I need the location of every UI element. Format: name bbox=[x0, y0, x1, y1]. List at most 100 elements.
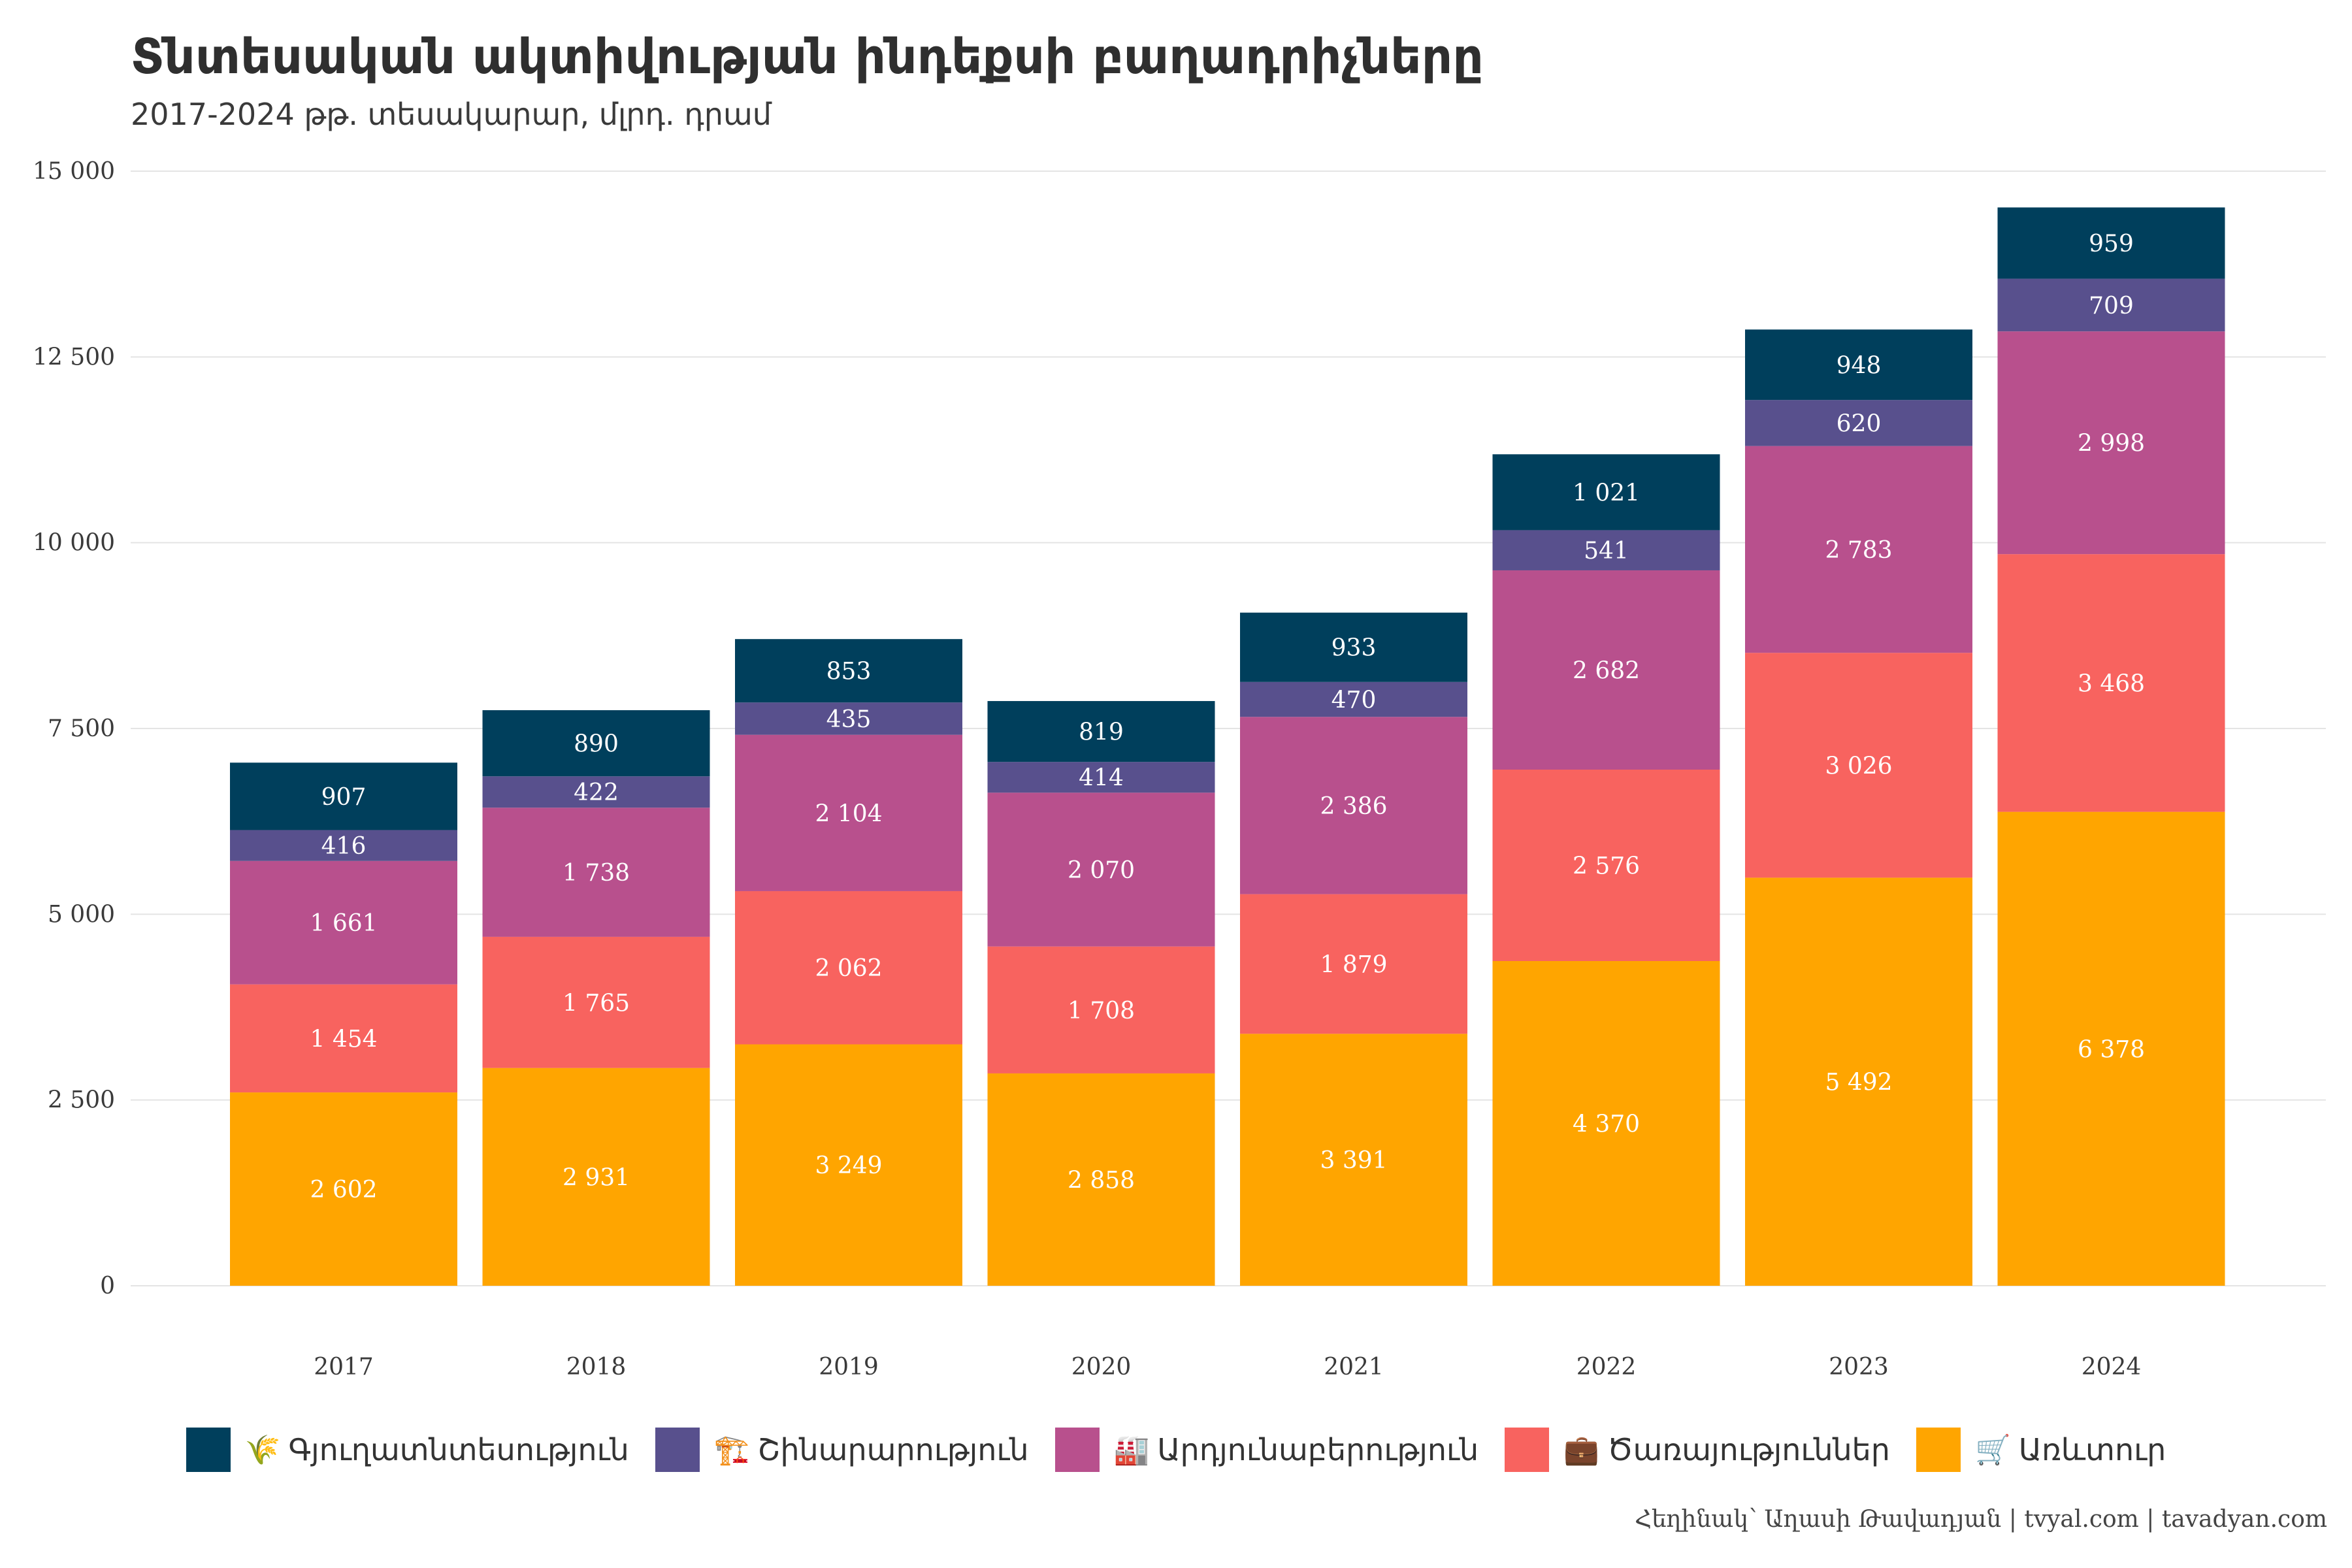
y-tick-label: 12 500 bbox=[33, 344, 115, 370]
bar-segment bbox=[1492, 454, 1720, 531]
data-label: 1 454 bbox=[310, 1026, 377, 1053]
bar-segment bbox=[1745, 446, 1972, 653]
bar-segment bbox=[1492, 530, 1720, 570]
bar-segment bbox=[1745, 329, 1972, 400]
data-label: 3 391 bbox=[1320, 1147, 1387, 1174]
data-label: 6 378 bbox=[2078, 1036, 2145, 1063]
data-label: 2 783 bbox=[1825, 537, 1892, 564]
legend-swatch bbox=[186, 1428, 231, 1472]
gridlines bbox=[131, 171, 2326, 1286]
data-label: 1 021 bbox=[1573, 480, 1640, 506]
legend: 🌾 Գյուղատնտեսություն 🏗️ Շինարարություն 🏭 Արդյ… bbox=[0, 1428, 2352, 1472]
data-label: 541 bbox=[1584, 538, 1629, 564]
briefcase-icon: 💼 bbox=[1563, 1433, 1599, 1467]
bar-segment bbox=[987, 762, 1215, 793]
data-label: 414 bbox=[1079, 765, 1124, 792]
y-tick-label: 15 000 bbox=[33, 158, 115, 185]
x-tick-label: 2019 bbox=[819, 1354, 879, 1380]
bar-segment bbox=[1745, 653, 1972, 878]
data-label: 2 682 bbox=[1573, 657, 1640, 684]
legend-item: 🏗️ Շինարարություն bbox=[655, 1428, 1029, 1472]
legend-label: Արդյունաբերություն bbox=[1157, 1432, 1479, 1467]
legend-item: 🌾 Գյուղատնտեսություն bbox=[186, 1428, 629, 1472]
bar-segment bbox=[482, 1068, 710, 1286]
data-label: 2 070 bbox=[1068, 857, 1135, 884]
data-label: 890 bbox=[574, 731, 619, 758]
bar-segment bbox=[987, 946, 1215, 1073]
data-label: 709 bbox=[2089, 293, 2134, 319]
bar-segment bbox=[1240, 681, 1467, 717]
bar-segment bbox=[1997, 278, 2225, 332]
bar-segment bbox=[482, 776, 710, 808]
data-label: 3 026 bbox=[1825, 753, 1892, 779]
bar-segment bbox=[1745, 400, 1972, 446]
bar-segment bbox=[735, 734, 962, 891]
legend-item: 💼 Ծառայություններ bbox=[1505, 1428, 1890, 1472]
data-label: 3 468 bbox=[2078, 670, 2145, 697]
data-label: 933 bbox=[1331, 635, 1377, 662]
bar-segment bbox=[1492, 960, 1720, 1286]
legend-swatch bbox=[1505, 1428, 1550, 1472]
bar-segment bbox=[230, 860, 457, 985]
bar-segment bbox=[230, 762, 457, 830]
data-label: 959 bbox=[2089, 231, 2134, 257]
bar-segment bbox=[1997, 207, 2225, 279]
data-label: 435 bbox=[826, 706, 872, 733]
data-label: 2 998 bbox=[2078, 431, 2145, 457]
legend-swatch bbox=[1916, 1428, 1961, 1472]
y-tick-label: 0 bbox=[100, 1273, 115, 1299]
data-label: 819 bbox=[1079, 719, 1124, 746]
crane-icon: 🏗️ bbox=[713, 1433, 750, 1467]
legend-swatch bbox=[1054, 1428, 1100, 1472]
bar-segment bbox=[987, 792, 1215, 947]
data-label: 907 bbox=[321, 784, 367, 811]
data-label: 2 931 bbox=[563, 1164, 630, 1191]
bar-segment bbox=[1240, 894, 1467, 1034]
bar-segment bbox=[1492, 570, 1720, 770]
bar-segment bbox=[735, 1044, 962, 1286]
factory-icon: 🏭 bbox=[1113, 1433, 1150, 1467]
bar-segment bbox=[1240, 1034, 1467, 1286]
data-label: 2 576 bbox=[1573, 853, 1640, 879]
bar-segment bbox=[230, 984, 457, 1093]
bar-labels: 2 602 1 454 1 661 416 907 2 931 1 765 1 738 422 8… bbox=[310, 231, 2145, 1203]
x-tick-label: 2020 bbox=[1071, 1354, 1132, 1380]
bar-segment bbox=[1997, 554, 2225, 812]
y-tick-label: 5 000 bbox=[48, 901, 115, 928]
bar-segment bbox=[482, 710, 710, 777]
data-label: 1 738 bbox=[563, 860, 630, 887]
x-tick-label: 2021 bbox=[1324, 1354, 1384, 1380]
legend-label: Առևտուր bbox=[2018, 1432, 2166, 1467]
bar-segment bbox=[482, 936, 710, 1068]
data-label: 1 661 bbox=[310, 910, 377, 937]
bar-segment bbox=[735, 702, 962, 735]
data-label: 1 765 bbox=[563, 990, 630, 1017]
x-tick-label: 2023 bbox=[1829, 1354, 1889, 1380]
legend-item: 🏭 Արդյունաբերություն bbox=[1054, 1428, 1479, 1472]
bar-segment bbox=[1492, 770, 1720, 961]
legend-item: 🛒 Առևտուր bbox=[1916, 1428, 2166, 1472]
chart-subtitle: 2017-2024 թթ. տեսակարար, մլրդ. դրամ bbox=[131, 97, 772, 132]
data-label: 2 104 bbox=[815, 800, 882, 827]
axis-labels: 0 2 500 5 000 7 500 10 000 12 500 15 000 2017 20… bbox=[33, 158, 2141, 1380]
bar-segment bbox=[1997, 811, 2225, 1286]
legend-swatch bbox=[655, 1428, 700, 1472]
chart-title: Տնտեսական ակտիվության ինդեքսի բաղադրիչնե… bbox=[131, 29, 1484, 85]
bar-segment bbox=[482, 808, 710, 937]
wheat-icon: 🌾 bbox=[244, 1433, 281, 1467]
bars bbox=[230, 207, 2225, 1286]
x-tick-label: 2024 bbox=[2082, 1354, 2142, 1380]
data-label: 422 bbox=[574, 779, 619, 806]
bar-segment bbox=[987, 701, 1215, 762]
data-label: 2 602 bbox=[310, 1177, 377, 1203]
data-label: 1 879 bbox=[1320, 951, 1387, 978]
data-label: 470 bbox=[1331, 687, 1377, 714]
legend-label: Ծառայություններ bbox=[1607, 1432, 1890, 1467]
bar-segment bbox=[1240, 612, 1467, 682]
bar-segment bbox=[1745, 877, 1972, 1286]
bar-segment bbox=[230, 1092, 457, 1286]
legend-label: Շինարարություն bbox=[757, 1432, 1029, 1467]
data-label: 4 370 bbox=[1573, 1111, 1640, 1137]
data-label: 5 492 bbox=[1825, 1070, 1892, 1096]
